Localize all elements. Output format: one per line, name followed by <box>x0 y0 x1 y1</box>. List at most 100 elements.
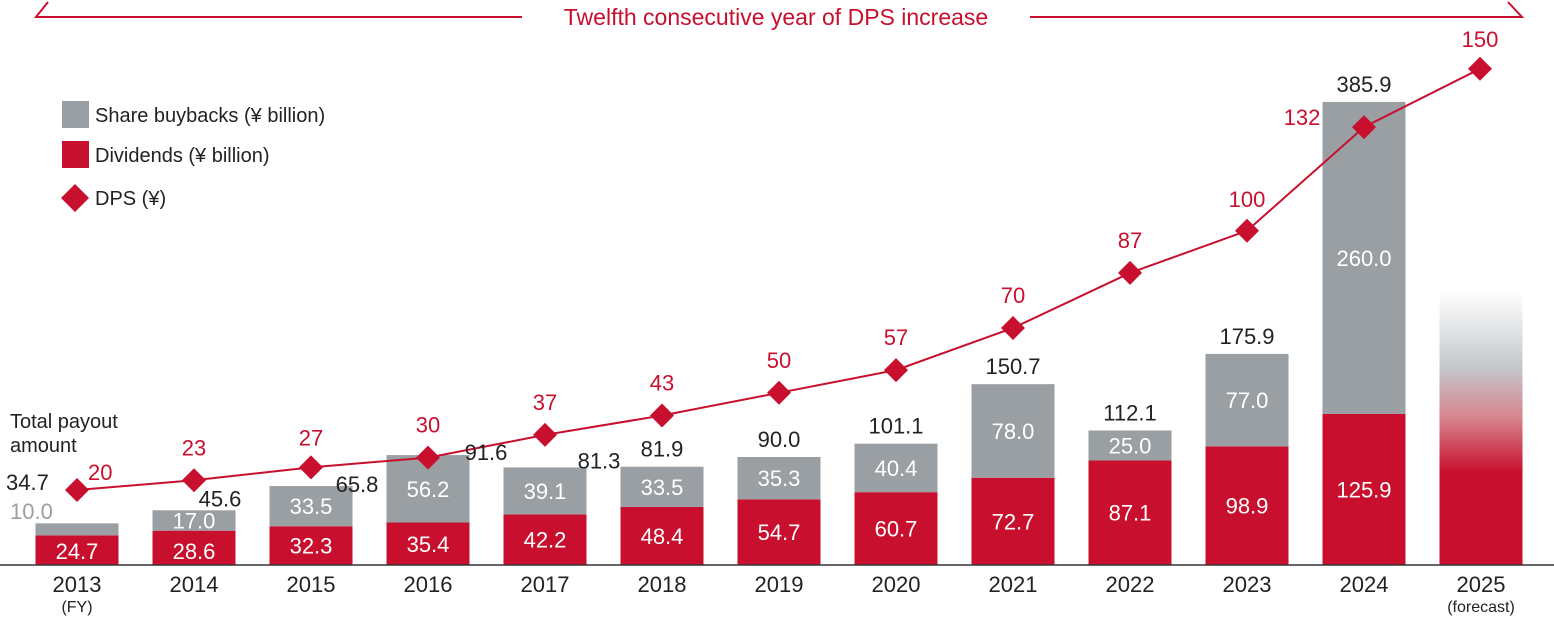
x-tick-2015: 2015 <box>287 572 336 597</box>
bar-dividends-2020 <box>854 492 938 565</box>
label-total-2021: 150.7 <box>985 354 1040 379</box>
segment-label-layer: 24.710.0 28.6 17.0 32.3 33.5 35.4 56.2 42.2 39.1… <box>10 246 1392 564</box>
label-total-2019: 90.0 <box>758 427 801 452</box>
x-tick-2016: 2016 <box>404 572 453 597</box>
dps-label-2015: 27 <box>299 425 323 450</box>
x-tick-2020: 2020 <box>872 572 921 597</box>
dps-marker-2018 <box>650 403 674 428</box>
x-tick-layer: 2013 (FY) 2014 2015 2016 2017 2018 2019 2020 2021… <box>53 572 1515 616</box>
dps-label-2025: 150 <box>1462 27 1499 52</box>
x-tick-2022: 2022 <box>1106 572 1155 597</box>
label-dividends-2024: 125.9 <box>1336 477 1391 502</box>
bar-dividends-2021 <box>971 477 1055 565</box>
label-buybacks-2023: 77.0 <box>1226 388 1269 413</box>
label-dividends-2015: 32.3 <box>290 534 333 559</box>
total-label-layer: 34.7 45.6 65.8 91.6 81.3 81.9 90.0 101.1 150.7 11… <box>6 72 1392 511</box>
bar-dividends-2015 <box>269 526 353 565</box>
bar-dividends-2024 <box>1322 413 1406 565</box>
dps-marker-2022 <box>1118 260 1142 285</box>
dps-label-2014: 23 <box>182 435 206 460</box>
dps-marker-2016 <box>416 445 440 470</box>
label-buybacks-2020: 40.4 <box>875 456 918 481</box>
banner-bracket-right <box>1030 1 1525 18</box>
forecast-bar <box>1439 291 1523 565</box>
legend-label-dps: DPS (¥) <box>95 188 166 210</box>
dps-label-2019: 50 <box>767 348 791 373</box>
dps-marker-2025 <box>1468 56 1492 81</box>
bar-dividends-2017 <box>503 514 587 565</box>
bar-dividends-2018 <box>620 506 704 565</box>
label-dividends-2018: 48.4 <box>641 524 684 549</box>
bar-buybacks-2024 <box>1322 101 1406 414</box>
bar-buybacks-2014 <box>152 510 236 531</box>
label-total-2020: 101.1 <box>868 414 923 439</box>
label-dividends-2016: 35.4 <box>407 532 450 557</box>
banner: Twelfth consecutive year of DPS increase <box>33 1 1525 30</box>
label-dividends-2020: 60.7 <box>875 517 918 542</box>
bar-buybacks-2018 <box>620 466 704 507</box>
legend-diamond-dps <box>61 184 89 212</box>
banner-bracket-left <box>33 1 522 18</box>
bar-dividends-2019 <box>737 499 821 565</box>
bar-buybacks-2013 <box>35 523 119 536</box>
label-buybacks-2016: 56.2 <box>407 477 450 502</box>
dps-marker-2017 <box>533 422 557 447</box>
bar-layer <box>35 101 1523 565</box>
bar-dividends-2013 <box>35 535 119 565</box>
legend-label-dividends: Dividends (¥ billion) <box>95 145 270 167</box>
label-dividends-2014: 28.6 <box>173 539 216 564</box>
label-total-2016: 91.6 <box>465 440 508 465</box>
label-buybacks-2021: 78.0 <box>992 419 1035 444</box>
label-buybacks-2013: 10.0 <box>10 499 53 524</box>
bar-buybacks-2017 <box>503 467 587 515</box>
x-tick-2013: 2013 <box>53 572 102 597</box>
bar-buybacks-2023 <box>1205 353 1289 447</box>
label-total-2022: 112.1 <box>1103 400 1156 425</box>
label-buybacks-2017: 39.1 <box>524 479 567 504</box>
label-buybacks-2015: 33.5 <box>290 494 333 519</box>
dps-marker-2023 <box>1235 218 1259 243</box>
label-buybacks-2018: 33.5 <box>641 475 684 500</box>
label-buybacks-2022: 25.0 <box>1109 433 1152 458</box>
bar-dividends-2022 <box>1088 460 1172 565</box>
dps-line-layer: 20 23 27 30 37 43 50 57 70 87 100 132 150 <box>65 27 1498 502</box>
x-tick-2018: 2018 <box>638 572 687 597</box>
label-dividends-2023: 98.9 <box>1226 494 1269 519</box>
dps-label-2023: 100 <box>1229 187 1266 212</box>
x-tick-2019: 2019 <box>755 572 804 597</box>
bar-dividends-2014 <box>152 530 236 565</box>
x-tick-2014: 2014 <box>170 572 219 597</box>
label-dividends-2013: 24.7 <box>56 539 99 564</box>
label-dividends-2019: 54.7 <box>758 520 801 545</box>
label-total-2013: 34.7 <box>6 470 49 495</box>
dps-marker-2014 <box>182 468 206 493</box>
dps-label-2016: 30 <box>416 413 440 438</box>
dps-label-2013: 20 <box>88 460 112 485</box>
label-buybacks-2019: 35.3 <box>758 466 801 491</box>
dps-marker-2020 <box>884 358 908 383</box>
label-buybacks-2014: 17.0 <box>173 509 216 534</box>
dps-label-2018: 43 <box>650 370 674 395</box>
dps-label-2021: 70 <box>1001 283 1025 308</box>
bar-dividends-2016 <box>386 522 470 565</box>
label-buybacks-2024: 260.0 <box>1336 246 1391 271</box>
banner-text: Twelfth consecutive year of DPS increase <box>564 4 988 30</box>
label-total-2014: 45.6 <box>199 486 242 511</box>
label-total-2015: 65.8 <box>336 472 379 497</box>
label-dividends-2022: 87.1 <box>1109 501 1152 526</box>
bar-dividends-2023 <box>1205 446 1289 565</box>
dps-marker-2024 <box>1352 115 1376 140</box>
legend-swatch-dividends <box>62 141 89 168</box>
total-caption-line1: Total payout <box>10 411 118 433</box>
x-tick-2021: 2021 <box>989 572 1038 597</box>
dps-marker-2019 <box>767 380 791 405</box>
legend-swatch-buybacks <box>62 101 89 128</box>
label-total-2018: 81.9 <box>641 437 684 462</box>
bar-buybacks-2021 <box>971 384 1055 478</box>
dps-label-2022: 87 <box>1118 228 1142 253</box>
bar-buybacks-2019 <box>737 457 821 500</box>
x-tick-sub-2013: (FY) <box>61 599 92 616</box>
label-total-2017: 81.3 <box>578 448 621 473</box>
x-tick-2025: 2025 <box>1457 572 1506 597</box>
legend-label-buybacks: Share buybacks (¥ billion) <box>95 105 325 127</box>
